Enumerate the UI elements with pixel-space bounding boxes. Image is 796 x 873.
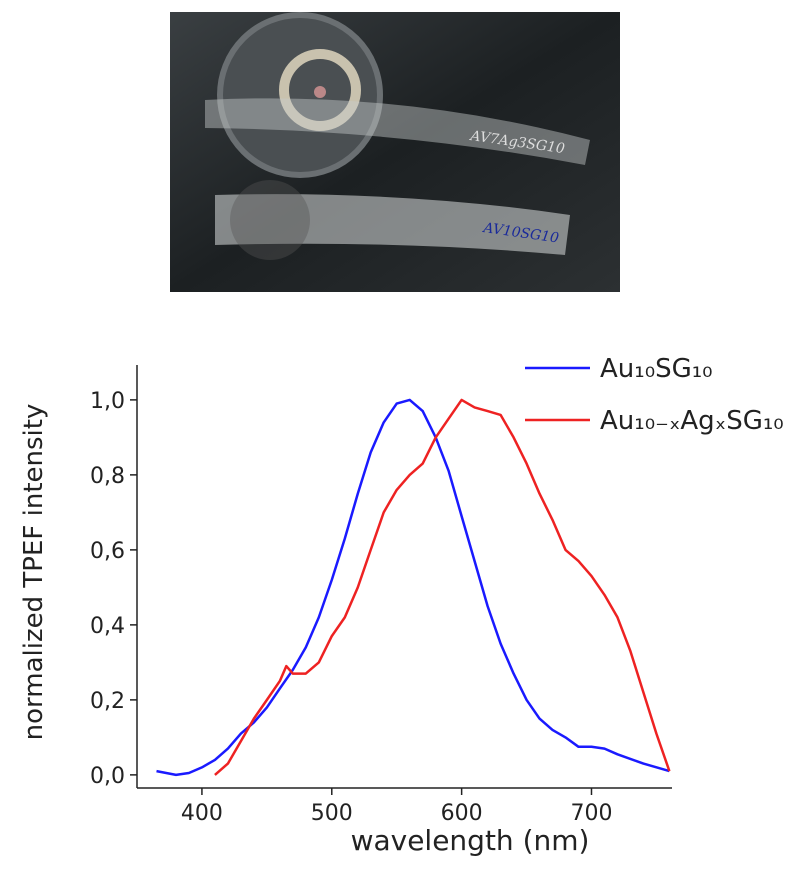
x-tick-label: 500 — [311, 801, 353, 826]
y-tick-label: 0,2 — [90, 689, 125, 714]
x-axis-label: wavelength (nm) — [351, 824, 590, 857]
data-line — [156, 398, 670, 777]
x-tick-label: 700 — [570, 801, 612, 826]
y-tick-label: 0,4 — [90, 614, 125, 639]
y-tick-label: 0,0 — [90, 764, 125, 789]
photo: AV7Ag3SG10 AV10SG10 — [170, 12, 620, 292]
legend-label: Au₁₀₋ₓAgₓSG₁₀ — [600, 406, 784, 436]
y-axis-label: normalized TPEF intensity — [19, 404, 49, 741]
y-tick-label: 0,6 — [90, 539, 125, 564]
y-tick-label: 1,0 — [90, 389, 125, 414]
x-tick-label: 600 — [441, 801, 483, 826]
legend-label: Au₁₀SG₁₀ — [600, 354, 713, 384]
data-line — [214, 398, 671, 776]
y-tick-label: 0,8 — [90, 464, 125, 489]
x-tick-label: 400 — [181, 801, 223, 826]
